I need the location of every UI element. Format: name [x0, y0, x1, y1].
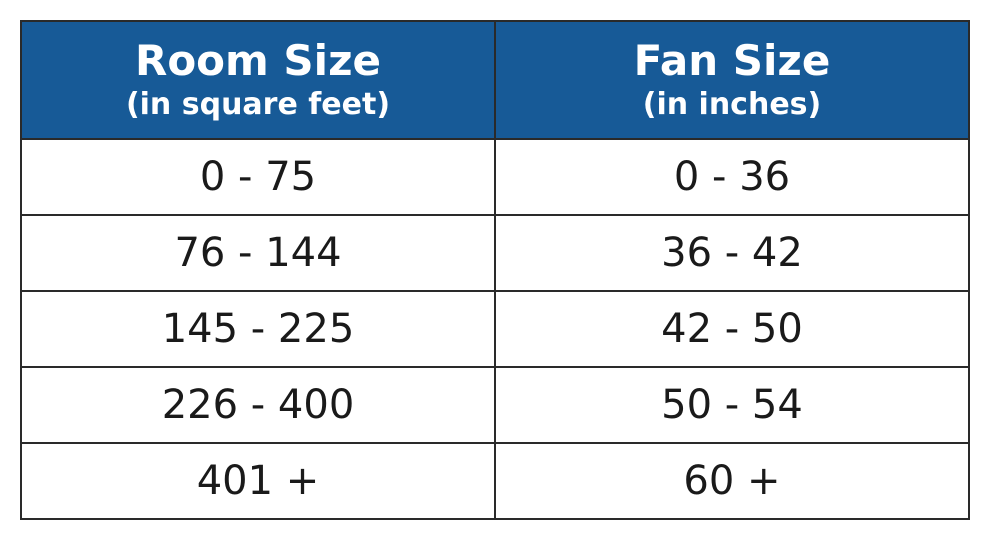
header-cell: Room Size (in square feet) — [20, 20, 496, 140]
table-cell: 145 - 225 — [20, 290, 496, 368]
table-row: 226 - 400 50 - 54 — [20, 366, 970, 444]
fan-size-table: Room Size (in square feet) Fan Size (in in… — [20, 20, 970, 520]
table-row: 0 - 75 0 - 36 — [20, 138, 970, 216]
table-cell: 36 - 42 — [494, 214, 970, 292]
table-cell: 42 - 50 — [494, 290, 970, 368]
header-title: Room Size — [134, 36, 381, 85]
table-cell: 0 - 36 — [494, 138, 970, 216]
table-cell: 50 - 54 — [494, 366, 970, 444]
header-cell: Fan Size (in inches) — [494, 20, 970, 140]
table-cell: 76 - 144 — [20, 214, 496, 292]
table-row: 145 - 225 42 - 50 — [20, 290, 970, 368]
table-cell: 0 - 75 — [20, 138, 496, 216]
table-cell: 401 + — [20, 442, 496, 520]
header-subtitle: (in inches) — [642, 87, 822, 122]
header-title: Fan Size — [633, 36, 831, 85]
table-row: 401 +60 + — [20, 442, 970, 520]
header-subtitle: (in square feet) — [125, 87, 391, 122]
table-cell: 60 + — [494, 442, 970, 520]
table-cell: 226 - 400 — [20, 366, 496, 444]
table-row: 76 - 144 36 - 42 — [20, 214, 970, 292]
